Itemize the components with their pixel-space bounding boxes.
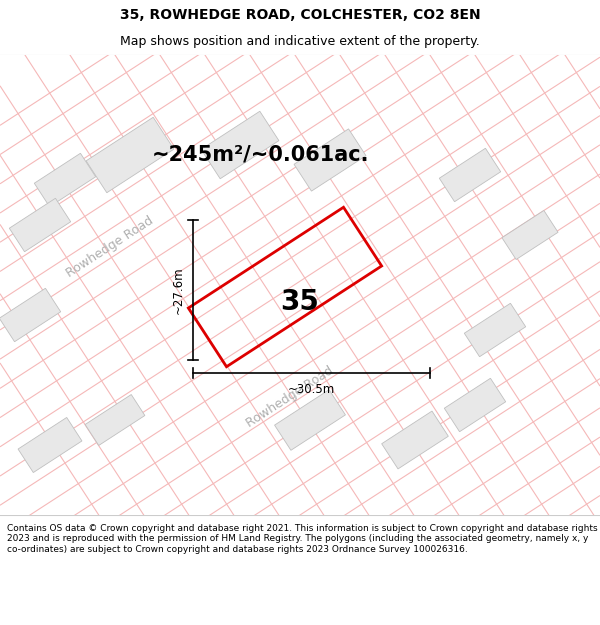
Text: 35, ROWHEDGE ROAD, COLCHESTER, CO2 8EN: 35, ROWHEDGE ROAD, COLCHESTER, CO2 8EN (119, 8, 481, 22)
Polygon shape (10, 198, 71, 252)
Polygon shape (86, 118, 174, 192)
Text: ~30.5m: ~30.5m (288, 383, 335, 396)
Polygon shape (445, 378, 506, 432)
Polygon shape (0, 288, 61, 342)
Polygon shape (382, 411, 448, 469)
Text: Contains OS data © Crown copyright and database right 2021. This information is : Contains OS data © Crown copyright and d… (7, 524, 598, 554)
Polygon shape (502, 211, 558, 259)
Polygon shape (85, 394, 145, 446)
Text: Map shows position and indicative extent of the property.: Map shows position and indicative extent… (120, 35, 480, 48)
Text: 35: 35 (281, 288, 319, 316)
Polygon shape (439, 148, 500, 202)
Text: ~245m²/~0.061ac.: ~245m²/~0.061ac. (151, 145, 369, 165)
Text: Rowhedge Road: Rowhedge Road (244, 364, 336, 430)
Polygon shape (34, 153, 95, 207)
Polygon shape (294, 129, 366, 191)
Polygon shape (275, 390, 346, 450)
Text: ~27.6m: ~27.6m (172, 266, 185, 314)
Polygon shape (201, 111, 279, 179)
Polygon shape (18, 418, 82, 472)
Polygon shape (464, 303, 526, 357)
Text: Rowhedge Road: Rowhedge Road (64, 214, 156, 280)
